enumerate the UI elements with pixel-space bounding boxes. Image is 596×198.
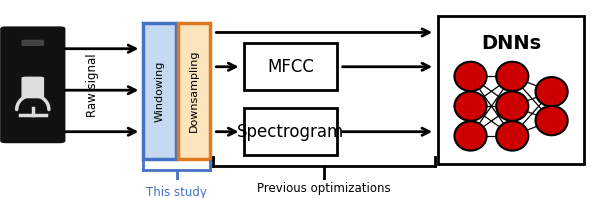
- Ellipse shape: [454, 62, 486, 91]
- Ellipse shape: [535, 77, 567, 106]
- Text: Previous optimizations: Previous optimizations: [257, 182, 391, 195]
- FancyBboxPatch shape: [244, 108, 337, 155]
- Ellipse shape: [496, 62, 528, 91]
- Text: Downsampling: Downsampling: [189, 50, 199, 132]
- Ellipse shape: [535, 106, 567, 135]
- Text: Raw signal: Raw signal: [86, 53, 99, 117]
- Text: Spectrogram: Spectrogram: [237, 123, 344, 141]
- Ellipse shape: [496, 91, 528, 121]
- Text: This study: This study: [146, 186, 207, 198]
- FancyBboxPatch shape: [143, 23, 176, 159]
- Ellipse shape: [454, 121, 486, 151]
- FancyBboxPatch shape: [178, 23, 210, 159]
- FancyBboxPatch shape: [21, 77, 44, 98]
- Text: MFCC: MFCC: [267, 58, 314, 76]
- FancyBboxPatch shape: [244, 43, 337, 90]
- FancyBboxPatch shape: [438, 16, 584, 164]
- Ellipse shape: [454, 91, 486, 121]
- FancyBboxPatch shape: [1, 28, 64, 142]
- Ellipse shape: [496, 121, 528, 151]
- Text: Windowing: Windowing: [154, 60, 164, 122]
- FancyBboxPatch shape: [21, 40, 44, 46]
- Text: DNNs: DNNs: [481, 34, 541, 53]
